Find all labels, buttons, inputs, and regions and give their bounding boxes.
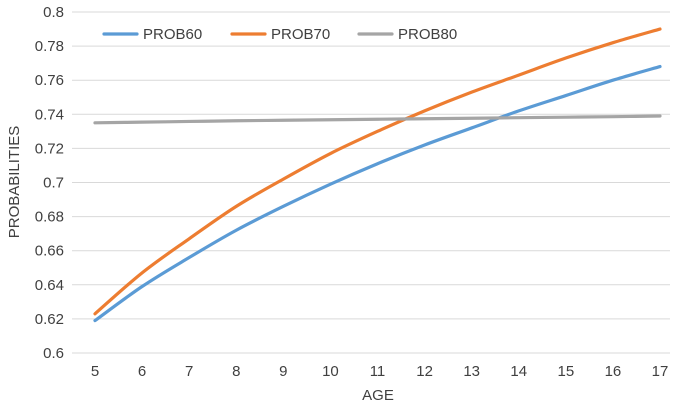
x-tick-label: 17 bbox=[652, 363, 669, 380]
y-tick-label: 0.7 bbox=[43, 175, 64, 192]
gridlines bbox=[72, 11, 670, 354]
x-axis-label: AGE bbox=[362, 387, 394, 404]
series-lines bbox=[93, 27, 662, 323]
x-tick-label: 8 bbox=[232, 363, 240, 380]
y-tick-label: 0.78 bbox=[35, 38, 64, 55]
x-axis-ticks: 5 6 7 8 9 10 11 12 13 14 15 16 17 bbox=[91, 363, 669, 380]
x-tick-label: 14 bbox=[510, 363, 527, 380]
y-tick-label: 0.64 bbox=[35, 277, 64, 294]
x-tick-label: 11 bbox=[370, 363, 386, 380]
y-tick-label: 0.72 bbox=[35, 140, 64, 157]
x-tick-label: 13 bbox=[463, 363, 480, 380]
x-tick-label: 7 bbox=[185, 363, 193, 380]
x-tick-label: 16 bbox=[605, 363, 622, 380]
legend: PROB60 PROB70 PROB80 bbox=[102, 26, 457, 43]
y-tick-label: 0.68 bbox=[35, 209, 64, 226]
x-tick-label: 10 bbox=[322, 363, 339, 380]
legend-label-prob60: PROB60 bbox=[143, 26, 202, 43]
x-tick-label: 6 bbox=[138, 363, 146, 380]
legend-label-prob70: PROB70 bbox=[271, 26, 330, 43]
y-tick-label: 0.6 bbox=[43, 345, 64, 362]
series-line-prob80 bbox=[93, 114, 662, 125]
y-tick-label: 0.8 bbox=[43, 4, 64, 21]
y-tick-label: 0.66 bbox=[35, 243, 64, 260]
series-line-prob70 bbox=[93, 27, 662, 316]
x-tick-label: 15 bbox=[557, 363, 574, 380]
y-tick-label: 0.62 bbox=[35, 311, 64, 328]
legend-label-prob80: PROB80 bbox=[398, 26, 457, 43]
y-tick-label: 0.74 bbox=[35, 106, 64, 123]
y-axis-ticks: 0.6 0.62 0.64 0.66 0.68 0.7 0.72 0.74 0.76 0.78 0.… bbox=[35, 4, 64, 362]
y-tick-label: 0.76 bbox=[35, 72, 64, 89]
x-tick-label: 9 bbox=[279, 363, 287, 380]
x-tick-label: 12 bbox=[416, 363, 433, 380]
x-tick-label: 5 bbox=[91, 363, 99, 380]
y-axis-label: PROBABILITIES bbox=[6, 126, 23, 239]
series-line-prob60 bbox=[93, 64, 662, 323]
